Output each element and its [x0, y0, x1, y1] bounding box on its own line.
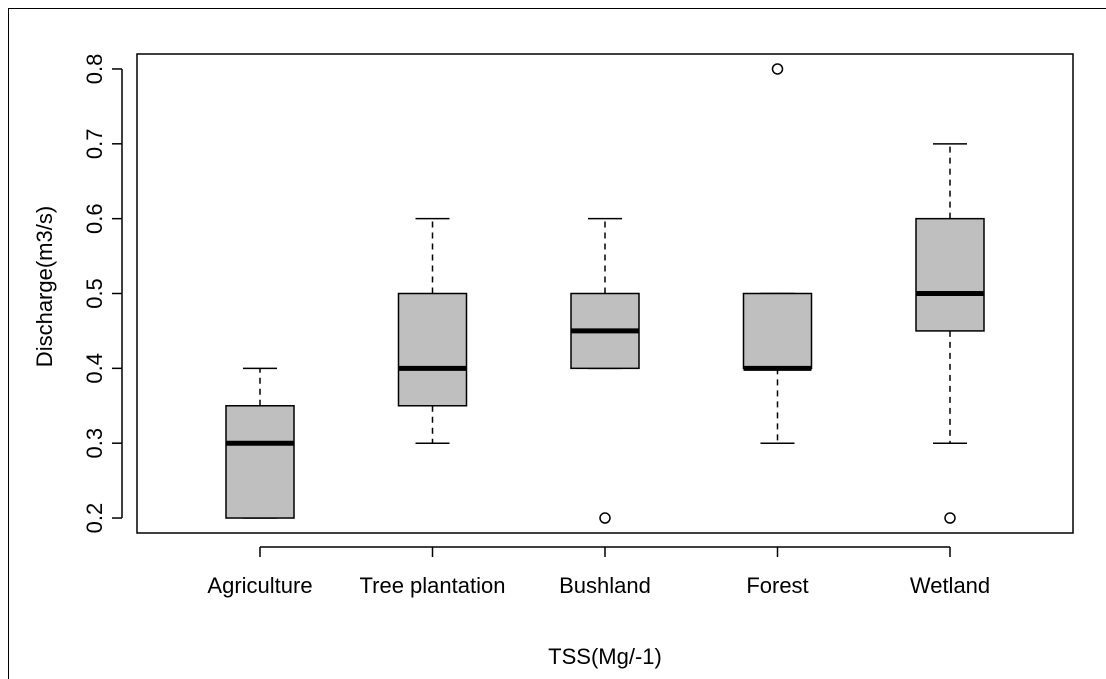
- x-tick-label: Forest: [746, 573, 808, 598]
- x-tick-label: Wetland: [910, 573, 990, 598]
- x-tick-label: Bushland: [559, 573, 651, 598]
- box-group: [397, 217, 468, 444]
- box-group: [570, 217, 640, 524]
- y-axis-title: Discharge(m3/s): [32, 206, 57, 367]
- figure-frame: [8, 8, 1106, 679]
- y-tick-label: 0.2: [82, 503, 107, 534]
- outlier-point: [771, 63, 784, 75]
- x-axis: Agriculture Tree plantation Bushland Forest…: [207, 546, 990, 598]
- box: [915, 217, 985, 332]
- box: [742, 292, 813, 370]
- box-group: [225, 367, 295, 519]
- outlier-point: [599, 512, 611, 524]
- plot-area: [136, 53, 1074, 534]
- y-axis: 0.2 0.3 0.4 0.5 0.6 0.7 0.8: [82, 54, 123, 534]
- y-tick-label: 0.6: [82, 203, 107, 234]
- y-tick-label: 0.5: [82, 278, 107, 309]
- box-group: [742, 63, 813, 444]
- y-tick-label: 0.7: [82, 129, 107, 160]
- box: [397, 292, 468, 407]
- boxes: [225, 63, 985, 524]
- y-tick-label: 0.4: [82, 353, 107, 384]
- outlier-point: [944, 512, 956, 524]
- x-tick-label: Tree plantation: [360, 573, 506, 598]
- x-axis-title: TSS(Mg/-1): [548, 644, 662, 669]
- y-tick-label: 0.3: [82, 428, 107, 459]
- y-tick-label: 0.8: [82, 54, 107, 85]
- x-tick-label: Agriculture: [207, 573, 312, 598]
- box: [225, 405, 295, 519]
- box-group: [915, 143, 985, 524]
